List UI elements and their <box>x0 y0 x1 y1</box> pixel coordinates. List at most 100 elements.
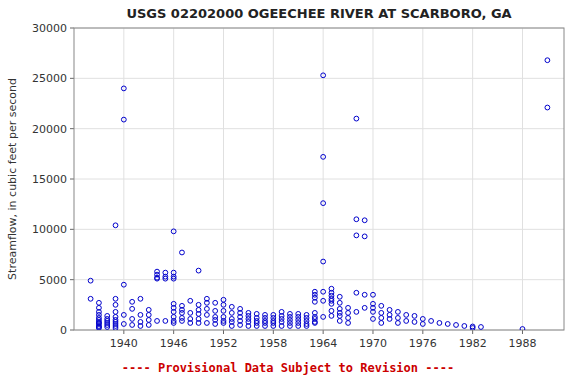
point <box>130 306 135 311</box>
point <box>404 313 409 318</box>
point <box>213 322 218 327</box>
point <box>354 116 359 121</box>
point <box>395 316 400 321</box>
y-grid-line <box>74 78 564 79</box>
chart: 1940194619521958196419701976198219880500… <box>0 0 576 384</box>
point <box>105 325 110 330</box>
point <box>362 305 367 310</box>
point <box>362 218 367 223</box>
point <box>346 305 351 310</box>
point <box>113 296 118 301</box>
point <box>213 308 218 313</box>
point <box>279 324 284 329</box>
point <box>246 324 251 329</box>
plot-frame <box>74 28 564 330</box>
point <box>171 276 176 281</box>
point <box>329 314 334 319</box>
point <box>204 313 209 318</box>
point <box>146 323 151 328</box>
point <box>321 315 326 320</box>
title: USGS 02202000 OGEECHEE RIVER AT SCARBORO… <box>126 6 511 21</box>
point <box>221 308 226 313</box>
point <box>454 323 459 328</box>
point <box>196 321 201 326</box>
point <box>204 321 209 326</box>
point <box>321 201 326 206</box>
subtitle: ---- Provisional Data Subject to Revisio… <box>122 361 454 375</box>
x-tick <box>123 330 124 334</box>
point <box>337 314 342 319</box>
point <box>138 296 143 301</box>
point <box>379 303 384 308</box>
point <box>196 268 201 273</box>
x-tick-label: 1952 <box>209 337 237 350</box>
point <box>155 276 160 281</box>
point <box>429 319 434 324</box>
point <box>296 324 301 329</box>
point <box>97 326 102 330</box>
point <box>229 310 234 315</box>
point <box>113 309 118 314</box>
grid <box>74 28 564 330</box>
point <box>354 217 359 222</box>
point <box>88 296 93 301</box>
x-tick <box>173 330 174 334</box>
point <box>188 310 193 315</box>
x-tick-label: 1946 <box>160 337 188 350</box>
point <box>238 323 243 328</box>
y-axis-label: Streamflow, in cubic feet per second <box>6 78 19 280</box>
point <box>130 317 135 322</box>
point <box>337 319 342 324</box>
point <box>371 292 376 297</box>
point <box>337 300 342 305</box>
y-grid-line <box>74 179 564 180</box>
point <box>346 310 351 315</box>
point <box>395 321 400 326</box>
point <box>121 117 126 122</box>
x-tick-label: 1976 <box>409 337 437 350</box>
point <box>412 320 417 325</box>
point <box>395 309 400 314</box>
y-tick-label: 30000 <box>32 22 67 35</box>
point <box>346 316 351 321</box>
y-tick-label: 10000 <box>32 223 67 236</box>
point <box>379 310 384 315</box>
point <box>371 309 376 314</box>
x-tick <box>522 330 523 334</box>
x-tick <box>422 330 423 334</box>
point <box>88 278 93 283</box>
point <box>146 313 151 318</box>
point <box>180 250 185 255</box>
point <box>545 58 550 63</box>
point <box>196 302 201 307</box>
point <box>470 326 475 330</box>
point <box>130 299 135 304</box>
point <box>271 324 276 329</box>
x-tick-label: 1958 <box>259 337 287 350</box>
point <box>445 322 450 327</box>
point <box>254 324 259 329</box>
point <box>180 310 185 315</box>
y-tick-label: 20000 <box>32 123 67 136</box>
point <box>329 301 334 306</box>
point <box>321 154 326 159</box>
point <box>321 289 326 294</box>
point <box>304 324 309 329</box>
point <box>121 282 126 287</box>
point <box>412 314 417 319</box>
plot-area <box>74 28 564 330</box>
point <box>113 326 118 330</box>
point <box>420 317 425 322</box>
point <box>171 321 176 326</box>
x-tick <box>223 330 224 334</box>
y-tick <box>70 229 74 230</box>
x-tick-label: 1940 <box>110 337 138 350</box>
point <box>163 319 168 324</box>
point <box>462 324 467 329</box>
point <box>312 321 317 326</box>
point <box>97 300 102 305</box>
x-tick <box>472 330 473 334</box>
point <box>204 306 209 311</box>
points <box>88 58 550 330</box>
point <box>138 313 143 318</box>
